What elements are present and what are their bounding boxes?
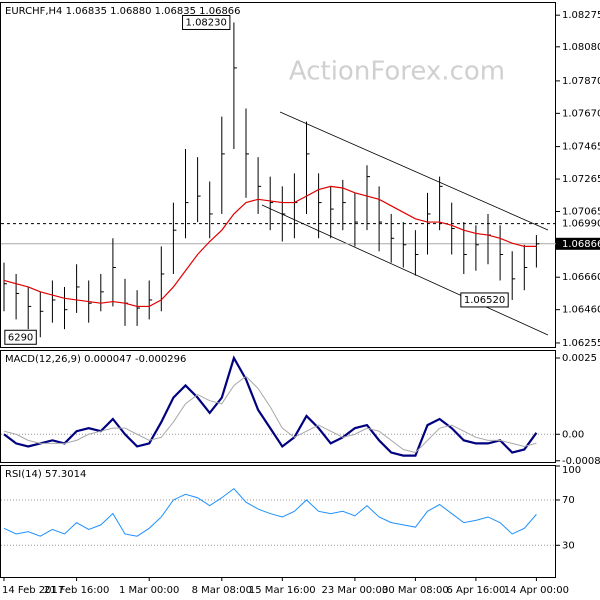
y-tick-label: 1.06255 bbox=[562, 338, 600, 349]
watermark: ActionForex.com bbox=[289, 57, 505, 87]
series-line bbox=[3, 355, 538, 457]
y-tick-label: 1.08080 bbox=[562, 42, 600, 53]
main-panel-frame bbox=[0, 2, 556, 348]
annotation-box bbox=[460, 292, 509, 308]
x-tick-label: 23 Mar 00:00 bbox=[322, 585, 389, 596]
y-tick-label: 1.07065 bbox=[562, 207, 600, 218]
y-tick-label: 0.0025 bbox=[562, 353, 597, 364]
channel-lower bbox=[261, 204, 549, 336]
y-tick-label: 100 bbox=[562, 465, 581, 476]
annotation-label: 1.08230 bbox=[186, 17, 227, 28]
annotation-box bbox=[182, 14, 231, 30]
x-tick-label: 21 Feb 16:00 bbox=[44, 585, 110, 596]
y-tick-label: 1.07465 bbox=[562, 142, 600, 153]
y-tick-label: 70 bbox=[562, 495, 575, 506]
y-tick-label: 1.08275 bbox=[562, 10, 600, 21]
current-price-box bbox=[556, 237, 600, 250]
annotation-box bbox=[4, 329, 37, 345]
x-tick-label: 14 Feb 2017 bbox=[2, 585, 64, 596]
y-tick-label: 30 bbox=[562, 540, 575, 551]
y-tick-label: 1.07265 bbox=[562, 174, 600, 185]
x-tick-label: 14 Apr 00:00 bbox=[504, 585, 569, 596]
x-tick-label: 8 Mar 08:00 bbox=[192, 585, 252, 596]
series-line bbox=[3, 185, 537, 308]
level-label: 1.06990 bbox=[562, 219, 600, 230]
channel-upper bbox=[279, 111, 549, 231]
x-tick-label: 30 Mar 08:00 bbox=[382, 585, 449, 596]
x-tick-label: 15 Mar 16:00 bbox=[249, 585, 316, 596]
series-line bbox=[3, 487, 537, 537]
y-tick-label: 1.07870 bbox=[562, 76, 600, 87]
annotation-label: 6290 bbox=[8, 332, 33, 343]
series-line bbox=[3, 375, 537, 454]
y-tick-label: 1.07670 bbox=[562, 108, 600, 119]
rsi-panel-frame bbox=[0, 465, 556, 578]
y-tick-label: 0.00 bbox=[562, 429, 584, 440]
annotation-label: 1.06520 bbox=[464, 295, 505, 306]
y-tick-label: -0.00087 bbox=[562, 456, 600, 467]
macd-title: MACD(12,26,9) 0.000047 -0.000296 bbox=[5, 354, 186, 365]
current-price-label: 1.06866 bbox=[562, 239, 600, 250]
main-title: EURCHF,H4 1.06835 1.06880 1.06835 1.0686… bbox=[5, 6, 241, 17]
rsi-title: RSI(14) 57.3014 bbox=[5, 469, 86, 480]
y-tick-label: 1.06460 bbox=[562, 305, 600, 316]
macd-panel-frame bbox=[0, 350, 556, 463]
x-tick-label: 6 Apr 16:00 bbox=[446, 585, 505, 596]
y-tick-label: 1.06660 bbox=[562, 272, 600, 283]
x-tick-label: 1 Mar 00:00 bbox=[119, 585, 179, 596]
